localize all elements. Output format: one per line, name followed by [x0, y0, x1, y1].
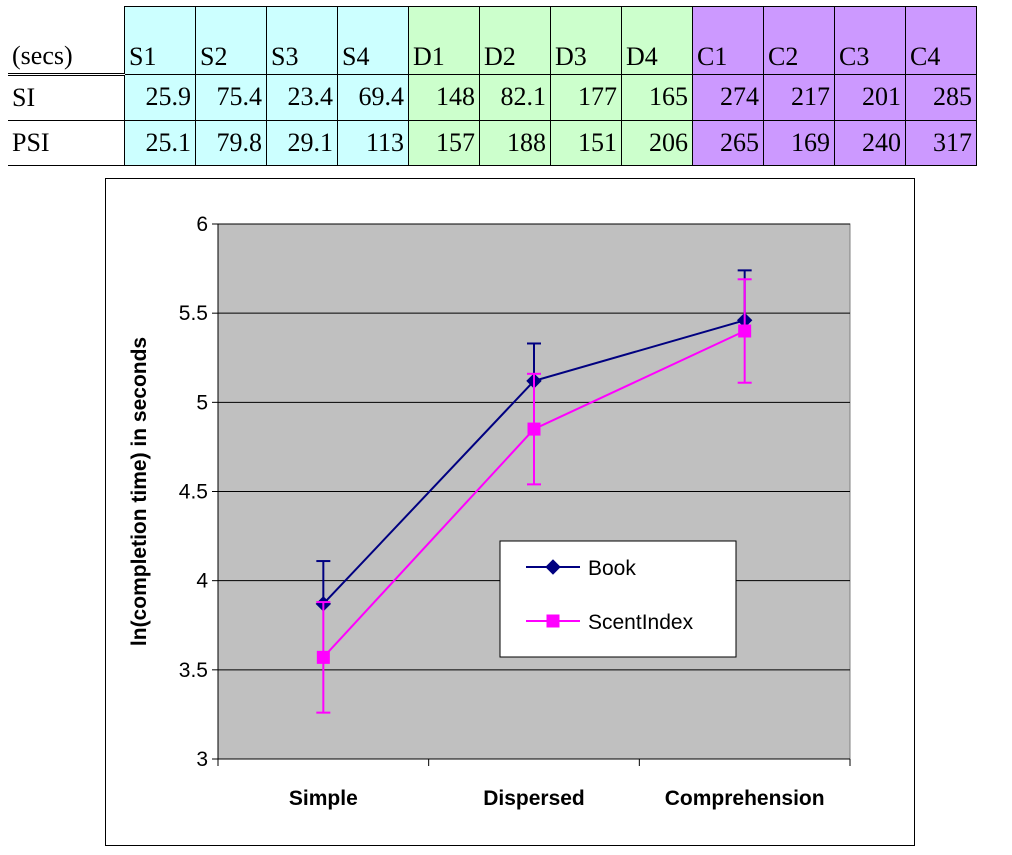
y-tick-label: 3.5 [179, 659, 208, 682]
table-cell: 25.1 [124, 119, 196, 166]
table-cell: 79.8 [195, 119, 267, 166]
scentindex-data-point [316, 650, 330, 664]
column-header-s3: S3 [266, 6, 338, 74]
row-label: PSI [8, 119, 125, 166]
y-axis-label: ln(completion time) in seconds [128, 337, 151, 646]
x-tick-label: Simple [289, 787, 358, 810]
x-tick-label: Comprehension [665, 787, 825, 810]
column-header-d2: D2 [479, 6, 551, 74]
table-cell: 285 [905, 73, 977, 121]
column-header-c3: C3 [834, 6, 906, 74]
column-header-s4: S4 [337, 6, 409, 74]
legend-label-scentindex: ScentIndex [588, 611, 694, 634]
table-cell: 113 [337, 119, 409, 166]
y-tick-label: 6 [196, 213, 208, 236]
table-cell: 75.4 [195, 73, 267, 121]
column-header-d1: D1 [408, 6, 480, 74]
legend-marker-scentindex [546, 614, 560, 628]
table-cell: 317 [905, 119, 977, 166]
table-cell: 157 [408, 119, 480, 166]
table-cell: 69.4 [337, 73, 409, 121]
scentindex-data-point [527, 422, 541, 436]
table-cell: 82.1 [479, 73, 551, 121]
table-cell: 165 [621, 73, 693, 121]
table-cell: 206 [621, 119, 693, 166]
table-row-psi: PSI 25.1 79.8 29.1 113 157 188 151 206 265 169 240 3… [8, 119, 977, 166]
table-cell: 188 [479, 119, 551, 166]
table-cell: 148 [408, 73, 480, 121]
legend-marker-book [545, 559, 561, 575]
table-cell: 151 [550, 119, 622, 166]
column-header-s2: S2 [195, 6, 267, 74]
x-tick-label: Dispersed [483, 787, 585, 810]
row-label: SI [8, 73, 125, 121]
y-tick-label: 5 [196, 391, 208, 414]
y-tick-label: 3 [196, 748, 208, 771]
column-header-s1: S1 [124, 6, 196, 74]
table-cell: 240 [834, 119, 906, 166]
completion-time-table: (secs) S1 S2 S3 S4 D1 D2 D3 D4 C1 C2 C3 C4 SI 25.9 75.4… [8, 6, 977, 166]
table-cell: 25.9 [124, 73, 196, 121]
chart-container: 3 3.5 4 4.5 5 5.5 6 Simple Dispersed Comprehensio… [105, 178, 915, 846]
legend-box [499, 540, 737, 658]
table-cell: 217 [763, 73, 835, 121]
table-cell: 265 [692, 119, 764, 166]
y-tick-label: 5.5 [179, 302, 208, 325]
y-tick-label: 4 [196, 570, 208, 593]
column-header-d3: D3 [550, 6, 622, 74]
table-cell: 169 [763, 119, 835, 166]
scentindex-data-point [738, 324, 752, 338]
table-corner-label: (secs) [8, 6, 125, 76]
table-row-si: SI 25.9 75.4 23.4 69.4 148 82.1 177 165 274 217 201… [8, 73, 977, 121]
table-cell: 274 [692, 73, 764, 121]
table-header-row: (secs) S1 S2 S3 S4 D1 D2 D3 D4 C1 C2 C3 C4 [8, 6, 977, 76]
y-tick-label: 4.5 [179, 481, 208, 504]
legend-label-book: Book [588, 557, 636, 580]
column-header-c4: C4 [905, 6, 977, 74]
table-cell: 201 [834, 73, 906, 121]
table-cell: 23.4 [266, 73, 338, 121]
column-header-c2: C2 [763, 6, 835, 74]
column-header-d4: D4 [621, 6, 693, 74]
table-cell: 177 [550, 73, 622, 121]
column-header-c1: C1 [692, 6, 764, 74]
line-chart: 3 3.5 4 4.5 5 5.5 6 Simple Dispersed Comprehensio… [128, 213, 851, 810]
table-cell: 29.1 [266, 119, 338, 166]
